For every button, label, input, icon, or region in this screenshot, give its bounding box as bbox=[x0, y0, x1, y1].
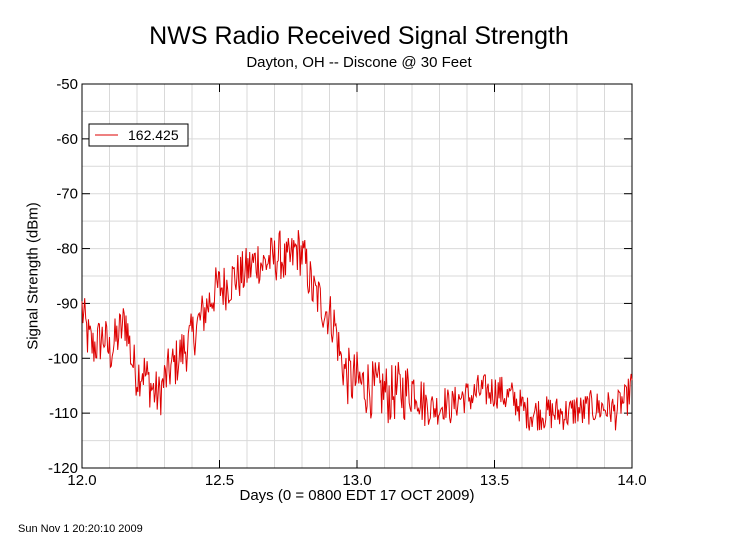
x-tick-label: 13.5 bbox=[480, 472, 509, 489]
timestamp-footer: Sun Nov 1 20:20:10 2009 bbox=[18, 523, 143, 535]
y-tick-label: -120 bbox=[48, 460, 78, 477]
series-line-162.425 bbox=[81, 230, 633, 431]
y-tick-label: -110 bbox=[49, 405, 78, 422]
x-tick-label: 14.0 bbox=[617, 472, 646, 489]
y-tick-label: -100 bbox=[48, 350, 78, 367]
chart-subtitle: Dayton, OH -- Discone @ 30 Feet bbox=[246, 54, 472, 71]
y-tick-label: -70 bbox=[56, 186, 78, 203]
chart-title: NWS Radio Received Signal Strength bbox=[149, 22, 569, 50]
x-tick-label: 12.5 bbox=[205, 472, 234, 489]
legend-box bbox=[88, 123, 189, 147]
grid bbox=[82, 84, 632, 468]
x-axis-label: Days (0 = 0800 EDT 17 OCT 2009) bbox=[239, 487, 475, 504]
x-tick-label: 13.0 bbox=[342, 472, 371, 489]
series-layer bbox=[81, 230, 633, 431]
legend: 162.425 bbox=[88, 123, 189, 147]
axis-ticks: 12.0 12.5 13.0 13.5 14.0 -50 -60 -70 -80 -90 -100 -… bbox=[48, 76, 647, 489]
legend-label: 162.425 bbox=[128, 127, 179, 143]
y-tick-label: -50 bbox=[56, 76, 78, 93]
y-tick-label: -60 bbox=[56, 131, 78, 148]
y-tick-label: -80 bbox=[56, 241, 78, 258]
y-axis-label: Signal Strength (dBm) bbox=[24, 202, 42, 350]
y-tick-label: -90 bbox=[56, 295, 78, 312]
x-tick-label: 12.0 bbox=[67, 472, 96, 489]
